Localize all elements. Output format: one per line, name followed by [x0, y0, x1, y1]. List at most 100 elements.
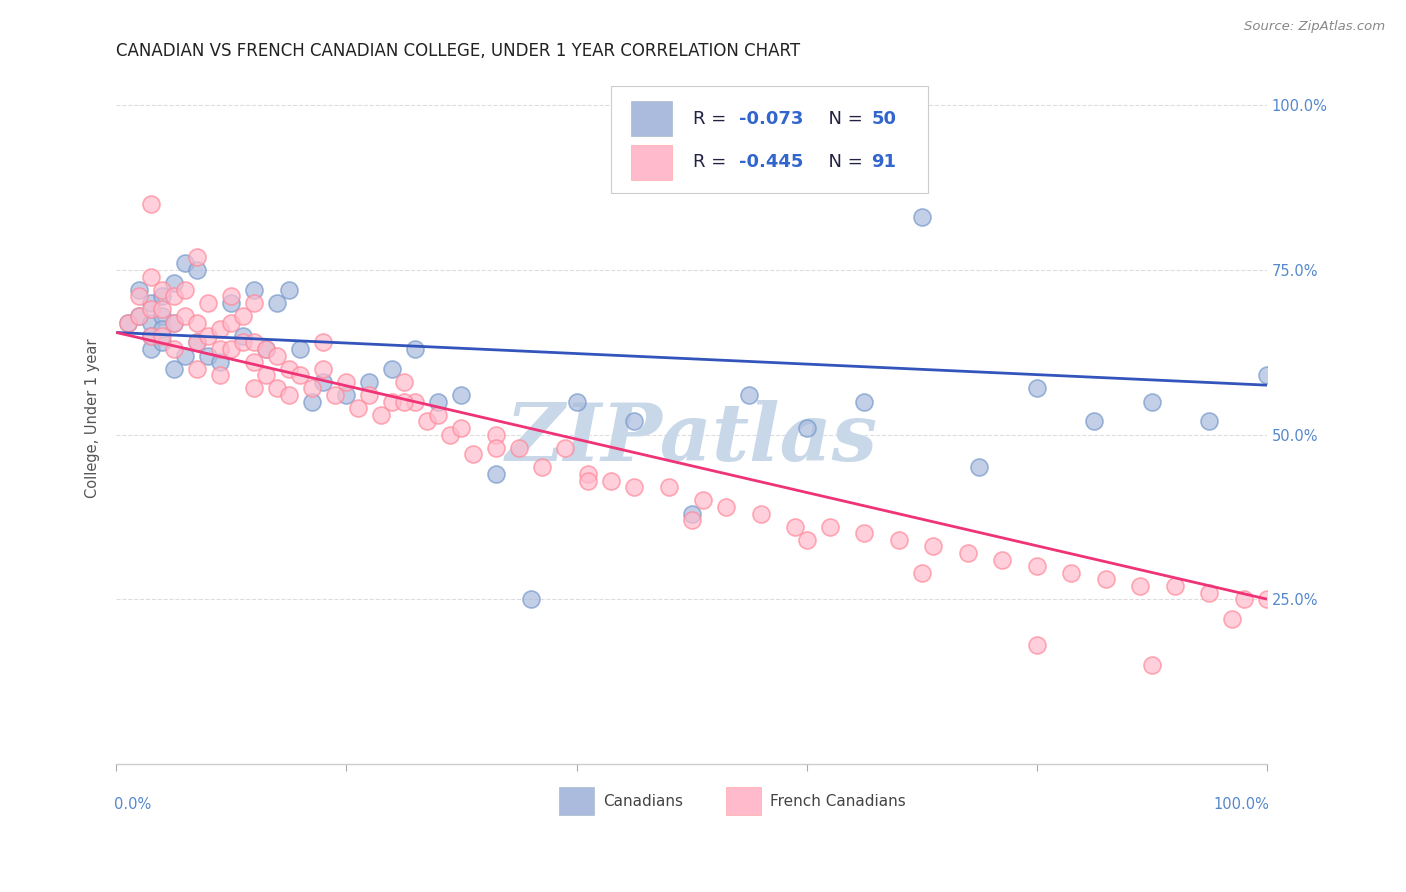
Text: ZIPatlas: ZIPatlas — [506, 401, 877, 477]
Point — [186, 361, 208, 376]
Point — [243, 296, 266, 310]
Point — [150, 283, 173, 297]
Point — [208, 342, 231, 356]
Point — [404, 342, 426, 356]
Point — [150, 302, 173, 317]
Point — [221, 296, 243, 310]
Point — [277, 388, 299, 402]
FancyBboxPatch shape — [631, 102, 672, 136]
Point — [623, 414, 645, 428]
Point — [232, 328, 254, 343]
Point — [681, 513, 703, 527]
Text: CANADIAN VS FRENCH CANADIAN COLLEGE, UNDER 1 YEAR CORRELATION CHART: CANADIAN VS FRENCH CANADIAN COLLEGE, UND… — [117, 42, 800, 60]
Point — [150, 322, 173, 336]
Point — [163, 276, 186, 290]
Point — [243, 283, 266, 297]
Point — [163, 361, 186, 376]
Text: -0.445: -0.445 — [738, 153, 803, 171]
Point — [1025, 559, 1047, 574]
Point — [277, 361, 299, 376]
Point — [266, 296, 288, 310]
Point — [254, 342, 277, 356]
Point — [266, 381, 288, 395]
Point — [163, 342, 186, 356]
Point — [1164, 579, 1187, 593]
Point — [1140, 657, 1163, 672]
Point — [139, 302, 162, 317]
Text: 0.0%: 0.0% — [114, 797, 152, 812]
Point — [738, 388, 761, 402]
Point — [139, 197, 162, 211]
Point — [312, 375, 335, 389]
Point — [221, 342, 243, 356]
Point — [450, 388, 472, 402]
Point — [117, 316, 139, 330]
Point — [208, 368, 231, 383]
Point — [461, 447, 484, 461]
Point — [370, 408, 392, 422]
Point — [1083, 414, 1105, 428]
Point — [254, 368, 277, 383]
Point — [508, 441, 530, 455]
Point — [381, 361, 404, 376]
Point — [174, 283, 197, 297]
Point — [197, 349, 219, 363]
Point — [853, 394, 876, 409]
Point — [208, 322, 231, 336]
Point — [404, 394, 426, 409]
Point — [623, 480, 645, 494]
Point — [416, 414, 439, 428]
Point — [150, 335, 173, 350]
Point — [290, 342, 312, 356]
Point — [853, 526, 876, 541]
Point — [139, 328, 162, 343]
Point — [128, 289, 150, 303]
Point — [911, 566, 934, 580]
Point — [531, 460, 554, 475]
FancyBboxPatch shape — [612, 87, 928, 194]
Text: N =: N = — [817, 153, 869, 171]
Point — [576, 467, 599, 481]
Point — [785, 519, 807, 533]
Point — [439, 427, 461, 442]
Point — [427, 394, 450, 409]
Text: 91: 91 — [872, 153, 896, 171]
Point — [796, 421, 818, 435]
Point — [1256, 592, 1278, 607]
Point — [1198, 414, 1220, 428]
Point — [208, 355, 231, 369]
Point — [117, 316, 139, 330]
Point — [150, 328, 173, 343]
Point — [128, 283, 150, 297]
Point — [956, 546, 979, 560]
Point — [554, 441, 576, 455]
Point — [1025, 638, 1047, 652]
Point — [381, 394, 404, 409]
Point — [186, 335, 208, 350]
Point — [565, 394, 588, 409]
Y-axis label: College, Under 1 year: College, Under 1 year — [86, 338, 100, 498]
Point — [796, 533, 818, 547]
Point — [301, 394, 323, 409]
Point — [221, 316, 243, 330]
Point — [174, 256, 197, 270]
Point — [991, 552, 1014, 566]
Point — [922, 540, 945, 554]
Point — [1060, 566, 1083, 580]
Text: French Canadians: French Canadians — [770, 794, 905, 808]
Text: R =: R = — [693, 153, 731, 171]
Point — [359, 375, 381, 389]
Point — [427, 408, 450, 422]
Point — [714, 500, 737, 514]
Point — [186, 263, 208, 277]
Text: Source: ZipAtlas.com: Source: ZipAtlas.com — [1244, 20, 1385, 33]
FancyBboxPatch shape — [560, 788, 593, 815]
Text: Canadians: Canadians — [603, 794, 683, 808]
Text: 100.0%: 100.0% — [1213, 797, 1270, 812]
Point — [485, 427, 508, 442]
Point — [163, 289, 186, 303]
Point — [197, 328, 219, 343]
Point — [174, 309, 197, 323]
Point — [392, 375, 415, 389]
Point — [485, 441, 508, 455]
